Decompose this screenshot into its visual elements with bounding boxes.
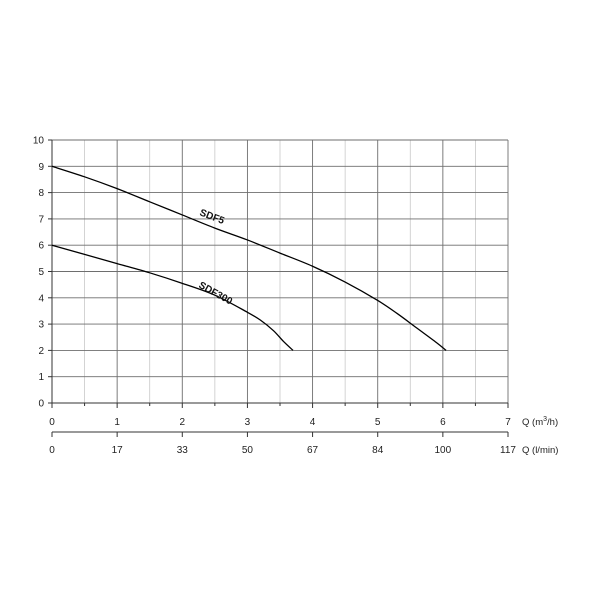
x2-tick-label: 33 xyxy=(177,445,189,456)
x2-tick-label: 67 xyxy=(307,445,319,456)
series-line-sdf300 xyxy=(51,244,294,351)
y-tick-label: 2 xyxy=(38,346,44,357)
y-tick-label: 1 xyxy=(38,372,44,383)
x-tick-label: 5 xyxy=(375,417,381,428)
y-tick-label: 7 xyxy=(38,214,44,225)
x-tick-label: 1 xyxy=(114,417,120,428)
x2-axis-title: Q (l/min) xyxy=(522,445,558,456)
x2-tick-label: 100 xyxy=(435,445,452,456)
y-tick-label: 8 xyxy=(38,188,44,199)
x2-tick-label: 0 xyxy=(49,445,55,456)
major-gridlines xyxy=(52,139,509,403)
x2-tick-labels: 0 17 33 50 67 84 100 117 xyxy=(49,445,516,456)
x-tick-labels: 0 1 2 3 4 5 6 7 xyxy=(49,417,511,428)
x-tick-label: 7 xyxy=(505,417,511,428)
y-tick-label: 5 xyxy=(38,267,44,278)
x-tick-label: 6 xyxy=(440,417,446,428)
x2-tick-label: 117 xyxy=(500,445,516,456)
y-tick-label: 0 xyxy=(38,399,44,410)
series-line-sdf5 xyxy=(51,165,447,351)
y-tick-label: 3 xyxy=(38,320,44,331)
x2-tick-label: 84 xyxy=(372,445,384,456)
series-label-sdf5: SDF5 xyxy=(198,208,226,228)
y-tick-label: 10 xyxy=(33,136,45,147)
x-tick-label: 2 xyxy=(180,417,186,428)
y-tick-labels: 0 1 2 3 4 5 6 7 8 9 10 xyxy=(33,136,45,410)
series-label-sdf300: SDF300 xyxy=(197,280,235,308)
x-tick-label: 3 xyxy=(245,417,251,428)
y-tick-label: 4 xyxy=(38,293,44,304)
y-tick-label: 9 xyxy=(38,162,44,173)
x2-tick-label: 17 xyxy=(112,445,124,456)
y-tick-label: 6 xyxy=(38,241,44,252)
x2-tick-label: 50 xyxy=(242,445,254,456)
x-tick-label: 0 xyxy=(49,417,55,428)
x-tick-label: 4 xyxy=(310,417,316,428)
curves xyxy=(51,165,447,351)
x-axis-title: Q (m3/h) xyxy=(522,416,558,428)
axes xyxy=(48,139,509,437)
